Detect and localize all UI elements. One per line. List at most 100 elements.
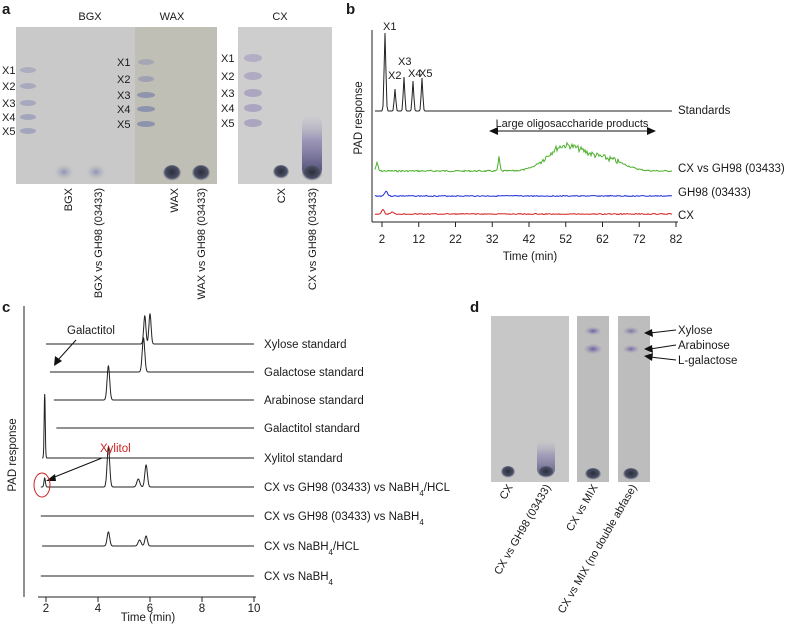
trace-label-gh98: GH98 (03433) xyxy=(678,187,751,199)
origin-spot xyxy=(585,468,601,480)
panel-c-traces: Xylose standard Galactose standard Arabino… xyxy=(40,312,451,587)
x-tick-label: 82 xyxy=(670,234,683,246)
lane-label: WAX xyxy=(169,187,181,212)
trace-label: CX vs GH98 (03433) vs NaBH4 xyxy=(264,511,424,527)
x-tick-label: 6 xyxy=(147,603,153,615)
spot-label-arabinose: Arabinose xyxy=(678,340,730,352)
plate-cx: CX X1 X2 X3 X4 X5 CX CX vs GH98 (03433) xyxy=(221,11,332,290)
arrowhead-left xyxy=(489,127,498,135)
trace-label: Galactose standard xyxy=(264,367,364,379)
panel-b-ticks: 2 12 22 32 42 52 62 72 82 xyxy=(379,222,683,246)
origin-spot xyxy=(192,165,210,181)
lane-label: BGX vs GH98 (03433) xyxy=(93,188,105,298)
tlc-plate-cx-vs-mix-no-abfase xyxy=(618,316,650,482)
annotation-xylitol: Xylitol xyxy=(100,443,131,455)
lane-label: BGX xyxy=(63,187,75,211)
x-tick-label: 32 xyxy=(486,234,499,246)
xylitol-arrowhead xyxy=(46,474,56,481)
ladder-spot-x2 xyxy=(20,83,36,89)
arrow-arabinose xyxy=(649,344,677,350)
x-tick-label: 2 xyxy=(379,234,385,246)
trace-label-cx-vs-gh98: CX vs GH98 (03433) xyxy=(678,163,785,175)
x-tick-label: 4 xyxy=(95,603,102,615)
trace-label: CX vs NaBH4/HCL xyxy=(264,541,360,557)
plate-wax-title: WAX xyxy=(160,11,185,23)
trace-label: CX vs GH98 (03433) vs NaBH4/HCL xyxy=(264,482,451,498)
ladder-label: X1 xyxy=(221,53,234,65)
ladder-spot-x2 xyxy=(244,72,262,80)
arrow-xylose xyxy=(649,329,677,334)
ladder-spot-x1 xyxy=(244,54,262,62)
panel-d: d Xylose Arabinose L-galactose CX CX vs … xyxy=(470,299,737,616)
peak-label-x5: X5 xyxy=(419,68,432,80)
panel-d-label: d xyxy=(470,299,479,316)
peak-label-x2: X2 xyxy=(388,70,401,82)
galactitol-arrowhead xyxy=(54,356,62,366)
ladder-spot-x3 xyxy=(20,100,36,106)
x-tick-label: 8 xyxy=(199,603,205,615)
spot-label-l-galactose: L-galactose xyxy=(678,355,737,367)
origin-spot xyxy=(538,466,554,478)
plate-bgx: BGX X1 X2 X3 X4 X5 BGX BGX vs GH98 (0343… xyxy=(2,11,140,298)
lane-label: CX vs MIX (no double abfase) xyxy=(556,483,640,616)
x-tick-label: 2 xyxy=(43,603,49,615)
lane-label: CX vs MIX xyxy=(564,482,601,534)
peak-label-x3: X3 xyxy=(398,56,411,68)
ladder-spot-x4 xyxy=(20,114,36,120)
spot-xylose xyxy=(585,327,601,335)
xylitol-highlight-circle xyxy=(33,472,51,498)
trace-standards xyxy=(375,32,672,112)
ladder-label: X3 xyxy=(2,98,15,110)
x-tick-label: 42 xyxy=(523,234,536,246)
trace-label-standards: Standards xyxy=(678,105,731,117)
ladder-label: X2 xyxy=(2,81,15,93)
ladder-label: X5 xyxy=(117,119,130,131)
x-tick-label: 52 xyxy=(559,234,572,246)
trace-cx xyxy=(374,208,673,216)
origin-spot xyxy=(302,165,322,181)
spot-arabinose xyxy=(584,344,602,354)
arrowhead-arabinose xyxy=(644,345,653,353)
trace-label-cx: CX xyxy=(678,210,694,222)
origin-spot xyxy=(163,165,181,181)
ladder-label: X4 xyxy=(117,104,130,116)
annotation-galactitol: Galactitol xyxy=(67,325,115,337)
ladder-label: X4 xyxy=(2,112,15,124)
ladder-spot-x3 xyxy=(244,89,262,97)
trace-label: CX vs NaBH4 xyxy=(264,571,334,587)
panel-b-xlabel: Time (min) xyxy=(503,251,558,263)
trace-label: Galactitol standard xyxy=(264,423,360,435)
panel-a: a BGX X1 X2 X3 X4 X5 BGX BGX vs GH98 (03… xyxy=(2,1,332,299)
plate-bgx-title: BGX xyxy=(78,11,102,23)
trace-label: Arabinose standard xyxy=(264,395,364,407)
ladder-spot-x4 xyxy=(137,106,155,112)
trace-line xyxy=(40,445,254,488)
panel-a-label: a xyxy=(2,1,11,18)
tlc-plate-cx xyxy=(491,316,569,482)
panel-c-label: c xyxy=(2,299,10,316)
arrowhead-right xyxy=(647,127,656,135)
panel-c-ylabel: PAD response xyxy=(7,418,19,491)
origin-spot xyxy=(623,468,639,480)
peak-label-x4: X4 xyxy=(408,68,421,80)
plate-cx-title: CX xyxy=(272,11,288,23)
trace-label: Xylose standard xyxy=(264,339,346,351)
ladder-spot-x2 xyxy=(138,76,154,82)
panel-c: c PAD response Xylose standard Galactose … xyxy=(2,299,451,624)
ladder-spot-x5 xyxy=(244,119,262,127)
lane-label: CX vs GH98 (03433) xyxy=(307,188,319,290)
trace-line xyxy=(53,364,254,401)
ladder-label: X2 xyxy=(117,74,130,86)
arrowhead-xylose xyxy=(644,329,653,337)
panel-b-ylabel: PAD response xyxy=(353,81,365,154)
panel-c-ticks: 2 4 6 8 10 xyxy=(43,597,261,615)
x-tick-label: 10 xyxy=(248,603,261,615)
trace-line xyxy=(46,312,254,345)
trace-line xyxy=(49,336,254,373)
x-tick-label: 72 xyxy=(633,234,646,246)
origin-spot xyxy=(87,165,105,179)
trace-line xyxy=(42,393,254,459)
panel-b: b PAD response 2 12 22 32 42 52 62 72 82 Time (m… xyxy=(346,1,785,263)
origin-spot xyxy=(273,165,289,179)
product-smear xyxy=(537,440,555,476)
